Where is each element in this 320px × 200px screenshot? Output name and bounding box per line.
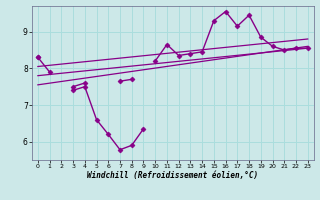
X-axis label: Windchill (Refroidissement éolien,°C): Windchill (Refroidissement éolien,°C) bbox=[87, 171, 258, 180]
